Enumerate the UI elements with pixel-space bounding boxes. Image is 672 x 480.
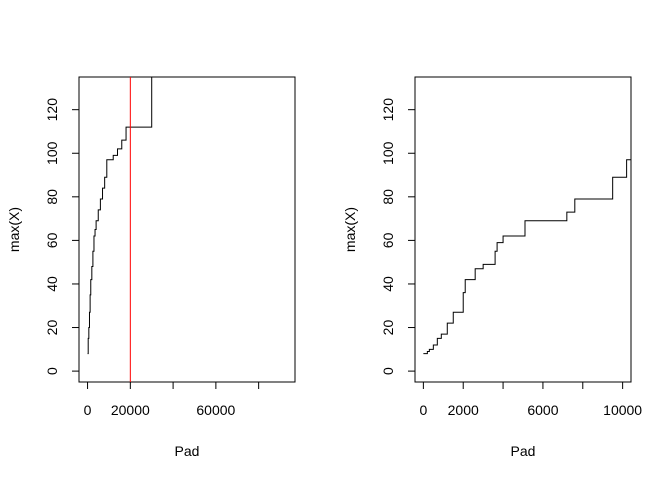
y-tick-label: 100 [44,141,60,165]
x-tick-label: 6000 [527,402,558,418]
y-axis-title: max(X) [342,207,358,252]
y-tick-label: 20 [44,320,60,336]
x-tick-label: 0 [84,402,92,418]
y-axis-title: max(X) [6,207,22,252]
y-tick-label: 40 [380,276,396,292]
x-tick-label: 60000 [196,402,235,418]
y-tick-label: 0 [380,367,396,375]
y-tick-label: 0 [44,367,60,375]
y-tick-label: 120 [44,98,60,122]
plot-frame [414,76,632,383]
y-tick-label: 120 [380,98,396,122]
x-tick-label: 0 [419,402,427,418]
y-tick-label: 100 [380,141,396,165]
y-tick-label: 60 [44,232,60,248]
x-axis-title: Pad [175,443,200,459]
x-tick-label: 10000 [603,402,642,418]
series-step-line [423,159,631,355]
series-step-line [87,77,153,355]
y-tick-label: 80 [380,189,396,205]
y-tick-label: 80 [44,189,60,205]
y-tick-label: 40 [44,276,60,292]
y-tick-label: 20 [380,320,396,336]
right-plot-panel: 0 2000 6000 10000 0 20 40 60 80 100 120 Pad max(X) [342,76,642,459]
x-axis-title: Pad [511,443,536,459]
left-plot-panel: 0 20000 60000 0 20 40 60 80 100 120 Pad max(X) [6,76,296,459]
plot-frame [78,76,296,383]
x-tick-label: 20000 [111,402,150,418]
y-tick-label: 60 [380,232,396,248]
x-tick-label: 2000 [448,402,479,418]
